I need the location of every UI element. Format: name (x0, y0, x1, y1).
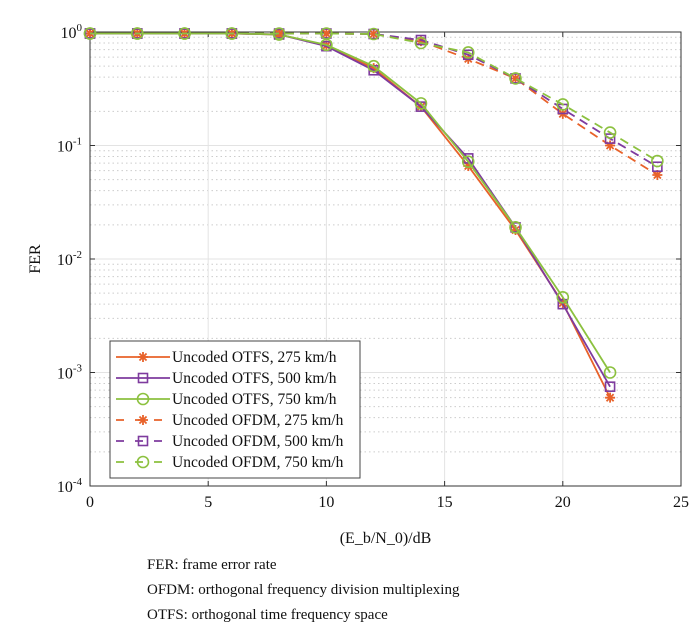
asterisk-marker (274, 28, 285, 39)
asterisk-marker (368, 29, 379, 40)
y-tick-label: 100 (61, 22, 83, 42)
asterisk-marker (138, 352, 148, 362)
legend: Uncoded OTFS, 275 km/h Uncoded OTFS, 500 … (109, 340, 361, 479)
series-uncoded-ofdm-275-km-h (85, 28, 663, 180)
asterisk-marker (510, 225, 521, 236)
y-tick-label: 10-4 (57, 476, 83, 496)
series-line (90, 32, 611, 373)
asterisk-marker (368, 63, 379, 74)
series-line (90, 32, 658, 176)
circle-marker (461, 155, 475, 168)
square-marker (137, 435, 149, 447)
square-marker (510, 222, 521, 233)
note-ofdm: OFDM: orthogonal frequency division mult… (147, 582, 460, 598)
circle-marker (461, 46, 475, 59)
x-tick-label: 5 (204, 494, 212, 511)
square-marker (604, 381, 616, 392)
x-axis-label: (E_b/N_0)/dB (339, 530, 432, 547)
fer-chart: 100 10-1 10-2 10-3 10-40 5 10 15 20 25 FER Uncoded … (27, 22, 689, 511)
circle-marker (367, 27, 380, 41)
legend-label: Uncoded OFDM, 275 km/h (172, 412, 344, 429)
series-uncoded-otfs-500-km-h (84, 28, 616, 392)
asterisk-marker (415, 36, 426, 47)
x-tick-label: 15 (437, 494, 453, 511)
square-marker (510, 73, 521, 84)
y-tick-label: 10-3 (57, 363, 83, 383)
square-marker (137, 372, 149, 384)
circle-marker (367, 59, 380, 73)
square-marker (652, 161, 663, 173)
asterisk-marker (510, 73, 521, 84)
asterisk-marker (605, 140, 616, 151)
legend-label: Uncoded OTFS, 750 km/h (172, 391, 337, 408)
series-uncoded-otfs-750-km-h (83, 27, 617, 379)
circle-marker (603, 366, 617, 379)
square-marker (604, 133, 616, 144)
y-axis-label: FER (27, 244, 44, 274)
asterisk-marker (138, 415, 148, 425)
y-tick-label: 10-2 (57, 249, 82, 269)
circle-marker (603, 126, 617, 139)
y-tick-label: 10-1 (57, 136, 82, 156)
circle-marker (320, 27, 333, 40)
series-uncoded-ofdm-750-km-h (83, 27, 664, 168)
x-tick-label: 20 (555, 494, 571, 511)
circle-marker (414, 36, 428, 50)
note-fer: FER: frame error rate (147, 557, 277, 573)
circle-marker (651, 154, 664, 168)
circle-marker (136, 455, 150, 469)
legend-label: Uncoded OFDM, 500 km/h (172, 433, 344, 450)
circle-marker (136, 392, 150, 406)
series-line (90, 32, 611, 388)
asterisk-marker (321, 28, 332, 39)
series-line (90, 32, 658, 168)
circle-marker (272, 27, 286, 40)
x-tick-label: 10 (318, 494, 334, 511)
x-tick-label: 25 (673, 494, 689, 511)
circle-marker (509, 221, 522, 234)
series-uncoded-ofdm-500-km-h (84, 28, 663, 173)
asterisk-marker (463, 160, 474, 171)
circle-marker (178, 27, 191, 40)
circle-marker (556, 290, 570, 304)
asterisk-marker (605, 392, 616, 403)
circle-marker (509, 72, 522, 85)
plot-frame (89, 31, 682, 487)
circle-marker (414, 97, 428, 110)
circle-marker (130, 27, 144, 40)
note-otfs: OTFS: orthogonal time frequency space (147, 607, 388, 623)
legend-label: Uncoded OTFS, 275 km/h (172, 349, 337, 366)
circle-marker (556, 98, 570, 111)
series-line (90, 32, 658, 162)
legend-box (109, 340, 361, 479)
x-tick-label: 0 (86, 494, 94, 511)
circle-marker (83, 27, 97, 40)
circle-marker (225, 27, 239, 40)
legend-label: Uncoded OFDM, 750 km/h (172, 454, 344, 471)
legend-label: Uncoded OTFS, 500 km/h (172, 370, 337, 387)
asterisk-marker (652, 169, 663, 180)
